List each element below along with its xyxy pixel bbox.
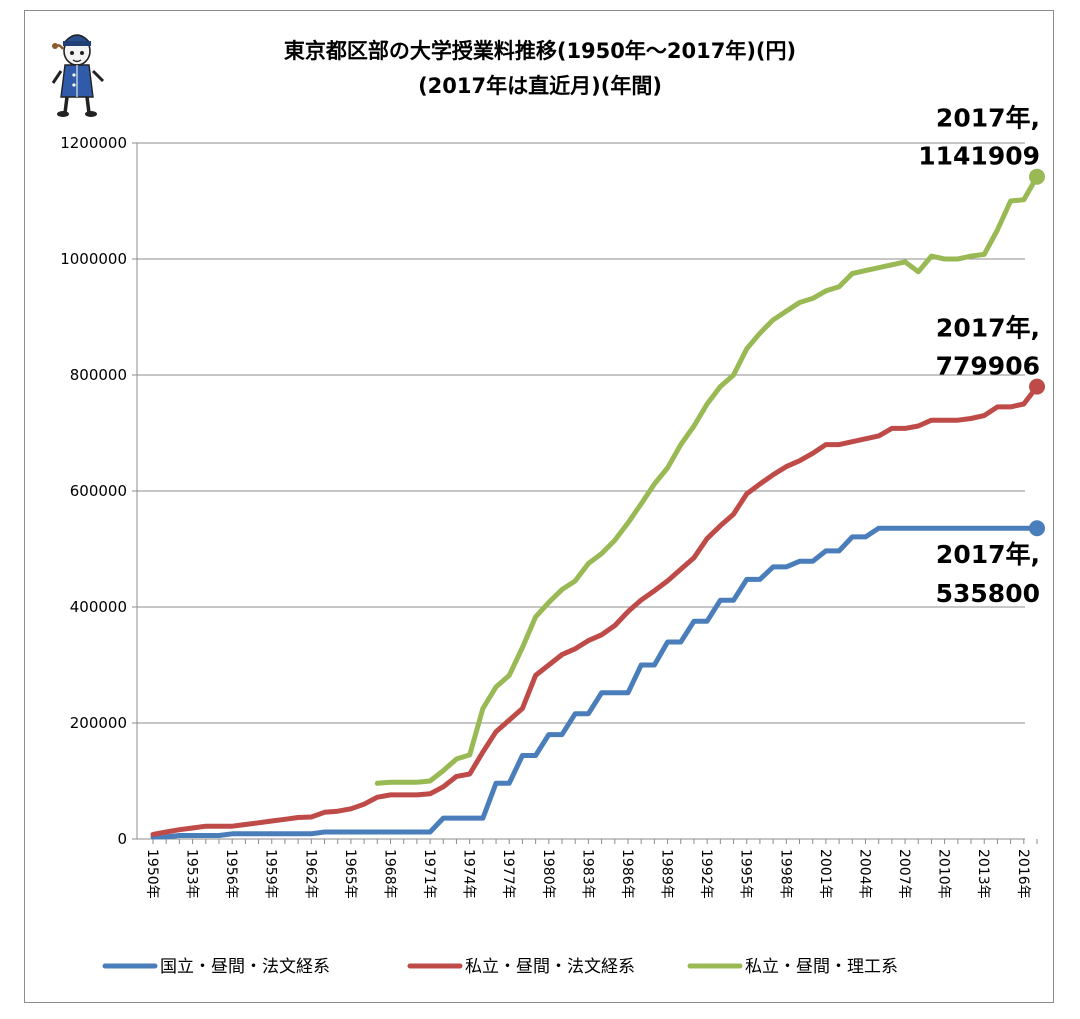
x-tick-label: 1974年: [461, 849, 477, 899]
series-end-point-1: [1029, 520, 1045, 537]
series-end-point-2: [1029, 378, 1045, 395]
x-tick-label: 2004年: [856, 849, 872, 899]
data-label-year: 2017年,: [936, 540, 1040, 569]
x-tick-label: 1977年: [500, 849, 516, 899]
data-label-year: 2017年,: [936, 314, 1040, 343]
data-label-value: 535800: [936, 579, 1040, 608]
x-tick-label: 2010年: [936, 849, 952, 899]
mascot-icon: [51, 34, 105, 117]
data-label-year: 2017年,: [936, 104, 1040, 133]
series-line-1: [150, 525, 1040, 840]
y-tick-label: 0: [117, 830, 127, 848]
x-tick-label: 1980年: [540, 849, 556, 899]
data-labels: 2017年, 1141909 2017年, 779906 2017年, 535800: [918, 104, 1040, 609]
x-tick-label: 1983年: [579, 849, 595, 899]
y-tick-label: 800000: [70, 366, 127, 384]
gridlines: [137, 142, 1025, 840]
x-tick-label: 1995年: [738, 849, 754, 899]
line-chart: 東京都区部の大学授業料推移(1950年～2017年)(円) (2017年は直近月…: [51, 34, 1045, 977]
legend-label-1: 国立・昼間・法文経系: [160, 957, 330, 977]
x-tick-label: 2013年: [975, 849, 991, 899]
legend-label-3: 私立・昼間・理工系: [745, 957, 898, 977]
y-tick-label: 200000: [70, 714, 127, 732]
series-line-2: [150, 384, 1040, 837]
x-tick-label: 1953年: [184, 849, 200, 899]
series-line-3: [374, 174, 1040, 786]
chart-title: 東京都区部の大学授業料推移(1950年～2017年)(円): [284, 39, 796, 63]
data-label-value: 1141909: [918, 142, 1040, 171]
x-tick-label: 1956年: [223, 849, 239, 899]
x-tick-label: 1965年: [342, 849, 358, 899]
series-lines: [150, 168, 1045, 840]
x-tick-label: 2001年: [817, 849, 833, 899]
x-tick-label: 1971年: [421, 849, 437, 899]
chart-subtitle: (2017年は直近月)(年間): [418, 74, 662, 98]
x-axis: 1950年 1953年 1956年 1959年 1962年 1965年 1968年 1971年…: [144, 839, 1038, 899]
legend: 国立・昼間・法文経系 私立・昼間・法文経系 私立・昼間・理工系: [102, 957, 898, 977]
x-tick-label: 1968年: [381, 849, 397, 899]
y-tick-label: 400000: [70, 598, 127, 616]
data-label-value: 779906: [936, 352, 1040, 381]
legend-label-2: 私立・昼間・法文経系: [465, 957, 635, 977]
chart-frame: 東京都区部の大学授業料推移(1950年～2017年)(円) (2017年は直近月…: [24, 10, 1054, 1003]
y-tick-label: 1000000: [60, 250, 127, 268]
series-end-point-3: [1029, 168, 1045, 185]
x-tick-label: 2016年: [1015, 849, 1031, 899]
x-tick-label: 1992年: [698, 849, 714, 899]
x-tick-label: 1986年: [619, 849, 635, 899]
x-tick-label: 1959年: [263, 849, 279, 899]
y-tick-label: 600000: [70, 482, 127, 500]
x-tick-label: 1989年: [659, 849, 675, 899]
y-axis: 0 200000 400000 600000 800000 1000000 1200000: [60, 134, 138, 848]
x-tick-label: 1950年: [144, 849, 160, 899]
x-tick-label: 2007年: [896, 849, 912, 899]
x-tick-label: 1998年: [777, 849, 793, 899]
x-tick-label: 1962年: [302, 849, 318, 899]
y-tick-label: 1200000: [60, 134, 127, 152]
